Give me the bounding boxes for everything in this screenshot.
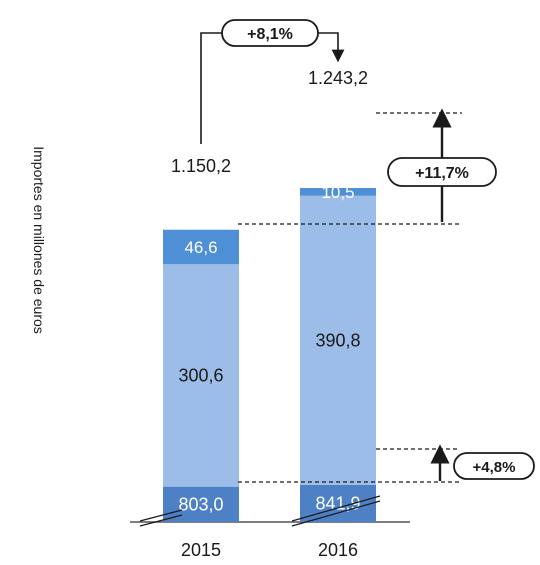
bar-segment-2015-1	[163, 264, 239, 487]
total-label-2015: 1.150,2	[171, 156, 231, 176]
bar-segment-2015-2	[163, 229, 239, 265]
category-label-2015: 2015	[181, 540, 221, 560]
data-label-2015-0: 803,0	[178, 494, 223, 514]
data-label-2015-2: 46,6	[184, 238, 217, 257]
data-label-2016-0: 841,9	[315, 493, 360, 513]
y-axis-label: Importes en millones de euros	[31, 146, 47, 334]
data-label-2016-2: 10,5	[321, 183, 354, 202]
bar-segment-2016-2	[300, 187, 376, 196]
bar-segment-2016-1	[300, 195, 376, 485]
total-change-label: +8,1%	[247, 26, 293, 43]
data-label-2015-1: 300,6	[178, 365, 223, 385]
middle-change-label: +11,7%	[415, 165, 469, 182]
middle-change-badge	[387, 157, 497, 187]
axis-break-2016	[291, 495, 381, 527]
data-label-2016-1: 390,8	[315, 330, 360, 350]
axis-break-2015	[139, 509, 183, 527]
base-change-label: +4,8%	[473, 459, 516, 476]
category-label-2016: 2016	[318, 540, 358, 560]
bar-segment-2016-0	[300, 484, 376, 522]
total-change-connector	[200, 32, 338, 144]
base-change-badge	[453, 452, 535, 480]
total-change-badge	[221, 19, 319, 47]
total-label-2016: 1.243,2	[308, 68, 368, 88]
bars-group: 803,0 300,6 46,6 841,9 390,8 10,5	[163, 183, 376, 522]
